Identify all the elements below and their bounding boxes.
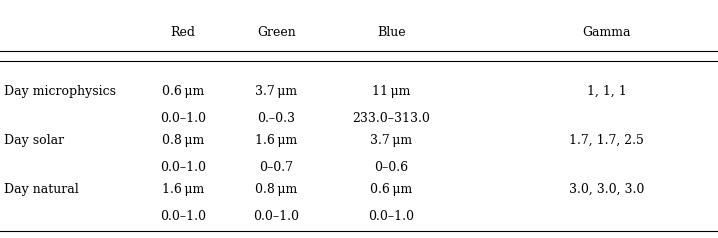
Text: 0–0.6: 0–0.6 bbox=[374, 161, 409, 174]
Text: 233.0–313.0: 233.0–313.0 bbox=[353, 113, 430, 125]
Text: 3.0, 3.0, 3.0: 3.0, 3.0, 3.0 bbox=[569, 183, 644, 196]
Text: 0.0–1.0: 0.0–1.0 bbox=[253, 210, 299, 223]
Text: 0.0–1.0: 0.0–1.0 bbox=[160, 113, 206, 125]
Text: 0–0.7: 0–0.7 bbox=[259, 161, 294, 174]
Text: 1.6 μm: 1.6 μm bbox=[256, 134, 297, 147]
Text: 0.6 μm: 0.6 μm bbox=[162, 85, 204, 98]
Text: 0.8 μm: 0.8 μm bbox=[256, 183, 297, 196]
Text: 0.8 μm: 0.8 μm bbox=[162, 134, 204, 147]
Text: Green: Green bbox=[257, 26, 296, 39]
Text: 1.6 μm: 1.6 μm bbox=[162, 183, 204, 196]
Text: 0.0–1.0: 0.0–1.0 bbox=[368, 210, 414, 223]
Text: 0.–0.3: 0.–0.3 bbox=[258, 113, 295, 125]
Text: 11 μm: 11 μm bbox=[372, 85, 411, 98]
Text: Day microphysics: Day microphysics bbox=[4, 85, 116, 98]
Text: 3.7 μm: 3.7 μm bbox=[370, 134, 412, 147]
Text: 0.6 μm: 0.6 μm bbox=[370, 183, 412, 196]
Text: 1, 1, 1: 1, 1, 1 bbox=[587, 85, 627, 98]
Text: Gamma: Gamma bbox=[582, 26, 631, 39]
Text: Red: Red bbox=[171, 26, 195, 39]
Text: Day natural: Day natural bbox=[4, 183, 78, 196]
Text: 0.0–1.0: 0.0–1.0 bbox=[160, 210, 206, 223]
Text: 0.0–1.0: 0.0–1.0 bbox=[160, 161, 206, 174]
Text: Day solar: Day solar bbox=[4, 134, 64, 147]
Text: 1.7, 1.7, 2.5: 1.7, 1.7, 2.5 bbox=[569, 134, 644, 147]
Text: 3.7 μm: 3.7 μm bbox=[256, 85, 297, 98]
Text: Blue: Blue bbox=[377, 26, 406, 39]
